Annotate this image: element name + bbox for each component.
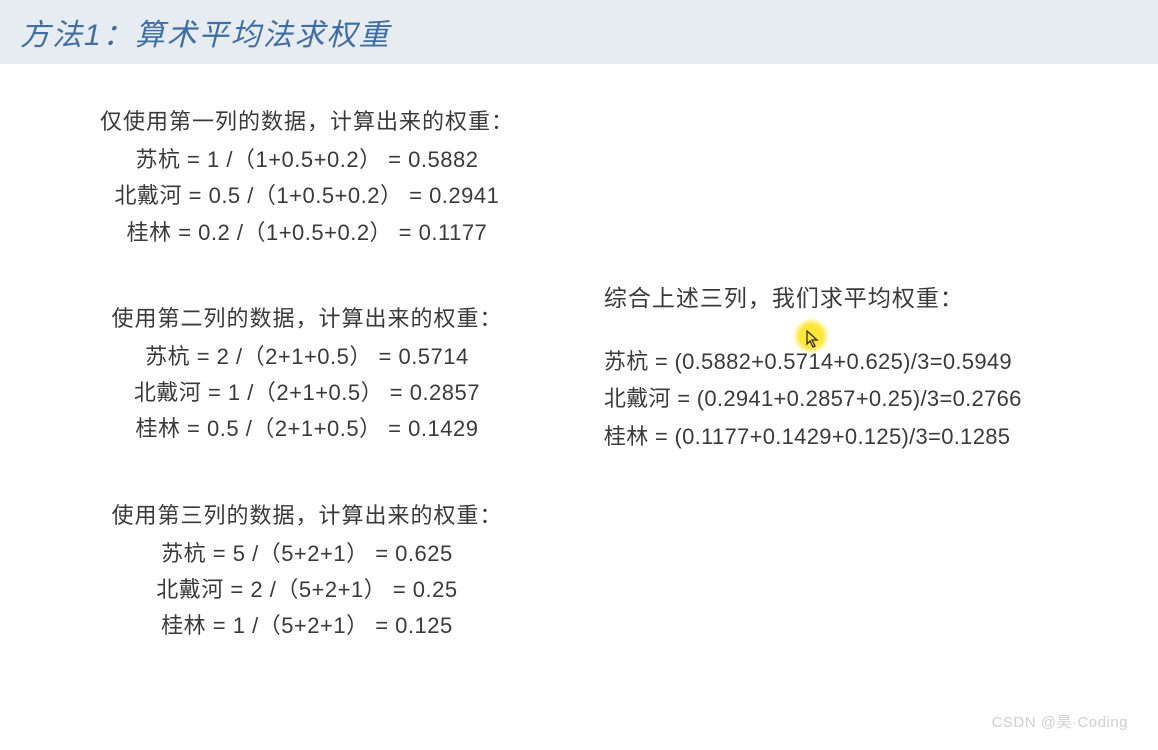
equation-line: 北戴河 = 1 /（2+1+0.5） = 0.2857	[30, 375, 584, 411]
left-column: 仅使用第一列的数据，计算出来的权重： 苏杭 = 1 /（1+0.5+0.2） =…	[30, 104, 584, 695]
summary-heading: 综合上述三列，我们求平均权重：	[604, 279, 1138, 313]
equation-line: 苏杭 = 5 /（5+2+1） = 0.625	[30, 536, 584, 572]
summary-line: 桂林 = (0.1177+0.1429+0.125)/3=0.1285	[604, 418, 1138, 455]
section-heading: 使用第三列的数据，计算出来的权重：	[30, 498, 584, 530]
page-title: 方法1：算术平均法求权重	[20, 10, 1138, 54]
section-heading: 使用第二列的数据，计算出来的权重：	[30, 301, 584, 333]
equation-line: 桂林 = 1 /（5+2+1） = 0.125	[30, 608, 584, 644]
section-col1: 仅使用第一列的数据，计算出来的权重： 苏杭 = 1 /（1+0.5+0.2） =…	[30, 104, 584, 251]
watermark: CSDN @昊·Coding	[992, 711, 1128, 732]
section-col2: 使用第二列的数据，计算出来的权重： 苏杭 = 2 /（2+1+0.5） = 0.…	[30, 301, 584, 448]
right-column: 综合上述三列，我们求平均权重： 苏杭 = (0.5882+0.5714+0.62…	[584, 104, 1138, 695]
summary-line: 北戴河 = (0.2941+0.2857+0.25)/3=0.2766	[604, 380, 1138, 417]
section-col3: 使用第三列的数据，计算出来的权重： 苏杭 = 5 /（5+2+1） = 0.62…	[30, 498, 584, 645]
equation-line: 北戴河 = 2 /（5+2+1） = 0.25	[30, 572, 584, 608]
content-area: 仅使用第一列的数据，计算出来的权重： 苏杭 = 1 /（1+0.5+0.2） =…	[0, 64, 1158, 715]
equation-line: 北戴河 = 0.5 /（1+0.5+0.2） = 0.2941	[30, 178, 584, 214]
section-heading: 仅使用第一列的数据，计算出来的权重：	[30, 104, 584, 136]
cursor-icon	[806, 330, 820, 353]
summary-line: 苏杭 = (0.5882+0.5714+0.625)/3=0.5949	[604, 343, 1138, 380]
header-bar: 方法1：算术平均法求权重	[0, 0, 1158, 64]
equation-line: 桂林 = 0.2 /（1+0.5+0.2） = 0.1177	[30, 215, 584, 251]
equation-line: 桂林 = 0.5 /（2+1+0.5） = 0.1429	[30, 411, 584, 447]
equation-line: 苏杭 = 1 /（1+0.5+0.2） = 0.5882	[30, 142, 584, 178]
equation-line: 苏杭 = 2 /（2+1+0.5） = 0.5714	[30, 339, 584, 375]
